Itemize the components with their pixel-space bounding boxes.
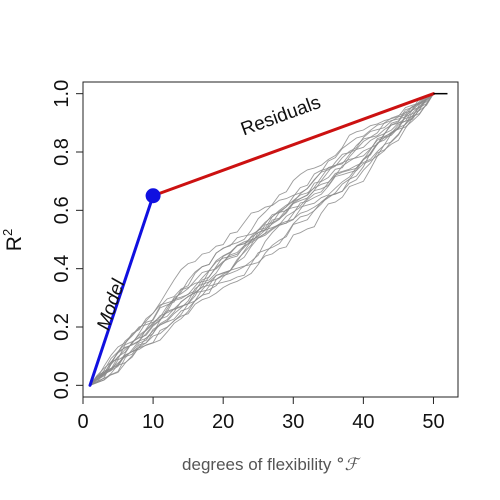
model-point [145,188,161,204]
y-axis-label: R2 [0,229,26,251]
series-line-model [88,194,155,387]
random-curves [89,93,434,386]
annotation-residuals: Residuals [238,92,324,140]
series-lines [88,92,448,387]
x-tick-label: 50 [422,411,444,433]
y-tick-label: 0.6 [51,196,73,224]
x-tick-label: 40 [352,411,374,433]
random-curve [89,93,434,386]
random-curve [89,93,434,386]
x-tick-label: 0 [77,411,88,433]
random-curve [89,93,434,386]
x-tick-label: 30 [282,411,304,433]
random-curve [89,93,434,386]
y-tick-label: 0.0 [51,371,73,399]
y-tick-label: 0.4 [51,255,73,283]
y-tick-label: 0.8 [51,138,73,166]
x-tick-label: 10 [142,411,164,433]
random-curve [89,93,434,386]
annotation-model: Model [93,276,130,332]
random-curve [89,93,434,386]
x-axis-label-text: degrees of flexibility [182,455,336,474]
x-axis-label: degrees of flexibility °ℱ [182,455,362,475]
x-axis-label-symbol: °ℱ [336,455,362,475]
random-curve [89,93,434,386]
plot-frame [82,81,459,398]
y-tick-label: 1.0 [51,80,73,108]
series-line-residuals [151,92,435,198]
x-tick-label: 20 [212,411,234,433]
y-tick-label: 0.2 [51,313,73,341]
y-axis-label-sup: 2 [0,229,15,236]
y-axis-label-base: R [3,236,26,251]
random-curve [89,93,434,386]
random-curve [89,93,434,386]
axes: 0 10 20 30 40 50 0.0 0.2 0.4 0.6 0.8 1.0 [51,80,459,433]
random-curve [89,93,434,386]
